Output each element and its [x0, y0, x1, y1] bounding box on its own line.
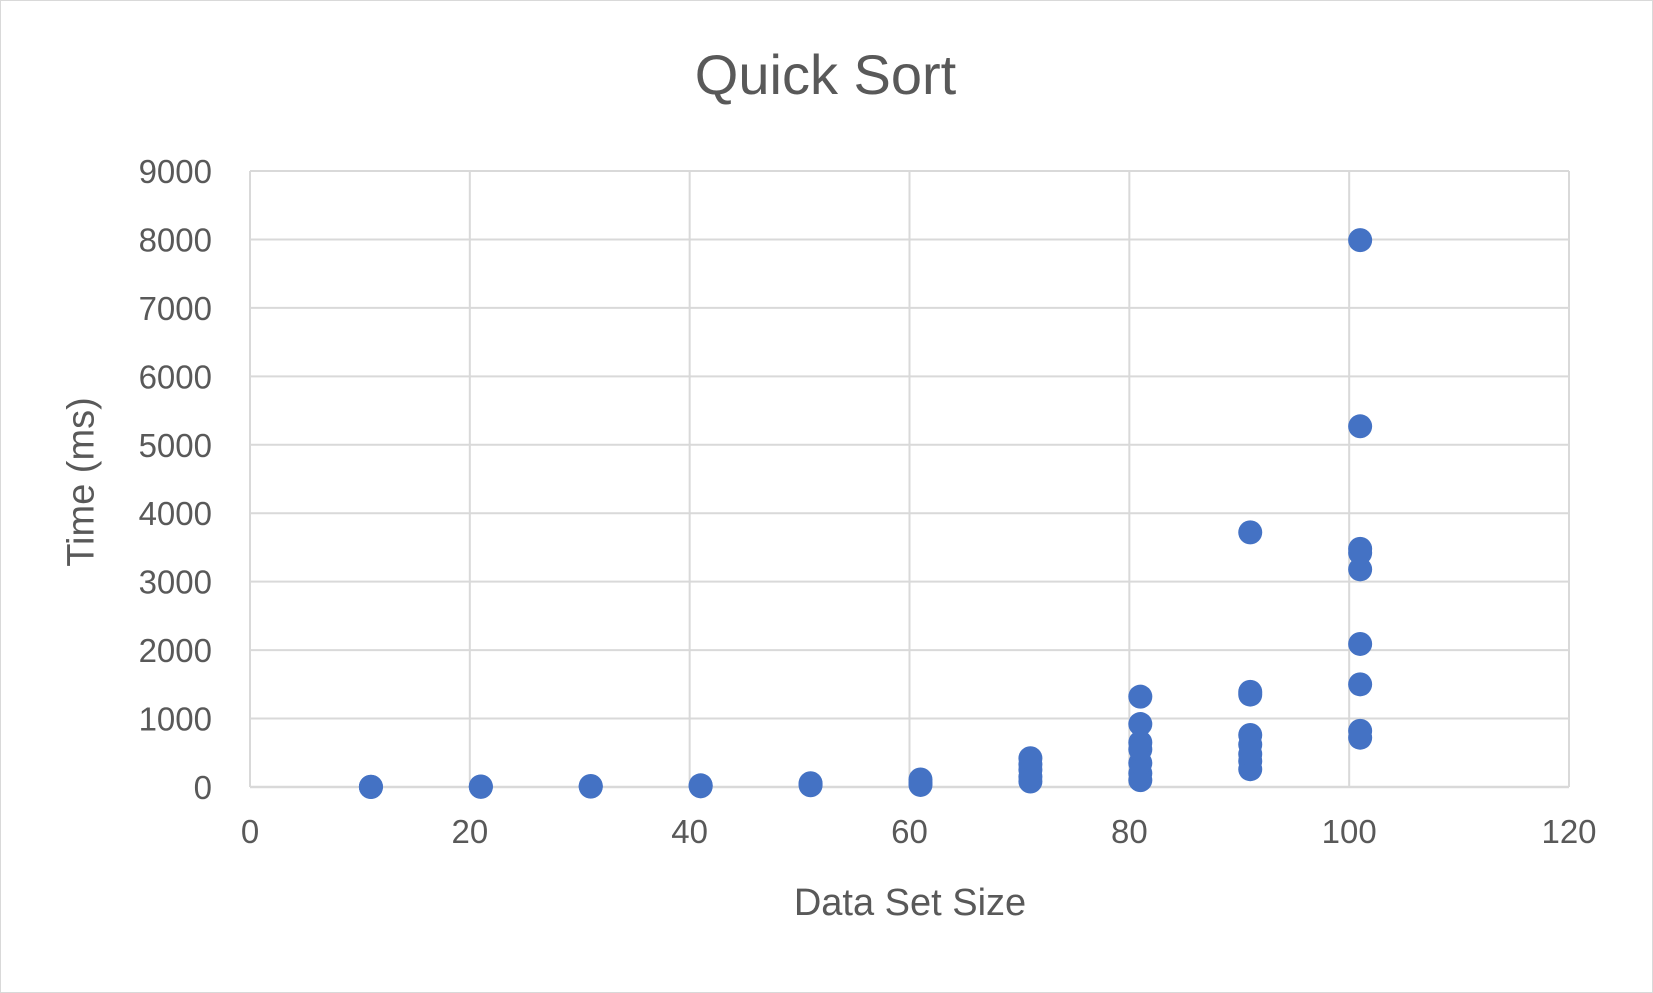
data-point — [1018, 746, 1043, 771]
data-point — [688, 773, 713, 798]
data-point — [1238, 722, 1263, 747]
data-point — [578, 773, 603, 798]
data-point — [468, 774, 493, 799]
x-axis-title: Data Set Size — [793, 882, 1027, 924]
data-points — [358, 228, 1373, 799]
y-axis-title: Time (ms) — [60, 397, 103, 567]
x-tick-label: 0 — [241, 813, 259, 850]
x-tick-label: 20 — [451, 813, 488, 850]
y-tick-labels: 0 1000 2000 3000 4000 5000 6000 7000 8000 9000 — [139, 153, 212, 806]
y-tick-label: 9000 — [139, 153, 212, 190]
x-tick-label: 60 — [891, 813, 928, 850]
data-point — [1348, 414, 1373, 439]
data-point — [908, 767, 933, 792]
x-tick-label: 120 — [1541, 813, 1596, 850]
data-point — [358, 774, 383, 799]
y-tick-label: 1000 — [139, 701, 212, 738]
y-tick-label: 8000 — [139, 221, 212, 258]
y-tick-label: 4000 — [139, 495, 212, 532]
gridlines — [250, 170, 1570, 787]
y-tick-label: 5000 — [139, 427, 212, 464]
data-point — [1348, 631, 1373, 656]
data-point — [1348, 536, 1373, 561]
x-tick-label: 80 — [1111, 813, 1148, 850]
y-tick-label: 6000 — [139, 358, 212, 395]
data-point — [1348, 718, 1373, 743]
y-tick-label: 2000 — [139, 632, 212, 669]
data-point — [1348, 557, 1373, 582]
data-point — [1238, 679, 1263, 704]
data-point — [1128, 712, 1153, 737]
y-tick-label: 7000 — [139, 290, 212, 327]
x-tick-label: 40 — [671, 813, 708, 850]
data-point — [1348, 228, 1373, 253]
data-point — [798, 771, 823, 796]
data-point — [1128, 730, 1153, 755]
data-point — [1348, 672, 1373, 697]
y-tick-label: 0 — [194, 769, 212, 806]
x-tick-labels: 0 20 40 60 80 100 120 — [241, 813, 1597, 850]
data-point — [1128, 684, 1153, 709]
data-point — [1238, 520, 1263, 545]
x-tick-label: 100 — [1322, 813, 1377, 850]
chart-title: Quick Sort — [694, 43, 957, 106]
y-tick-label: 3000 — [139, 564, 212, 601]
